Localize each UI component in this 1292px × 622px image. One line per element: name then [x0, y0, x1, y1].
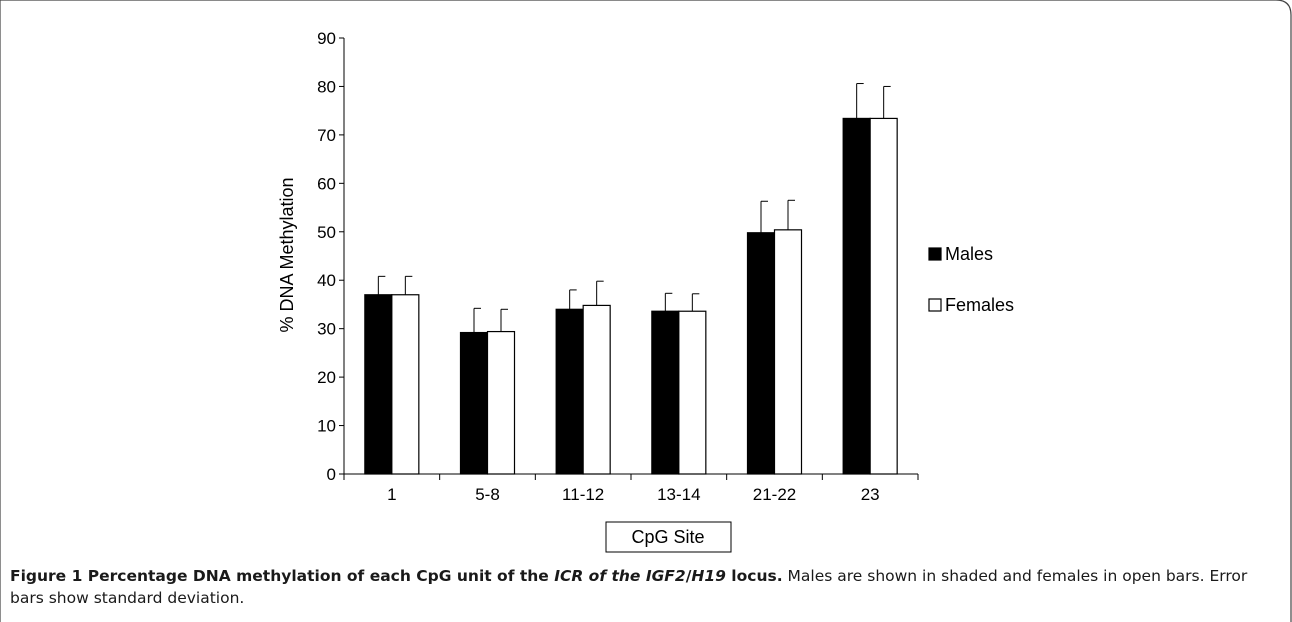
y-tick-label: 50: [317, 223, 336, 242]
caption-title-end: locus.: [725, 567, 783, 585]
y-axis-label: % DNA Methylation: [277, 177, 297, 332]
bar-males-1: [364, 294, 393, 475]
legend-swatch-males: [928, 247, 942, 261]
chart-error-bars: [377, 83, 891, 333]
bar-females-1: [391, 294, 420, 475]
x-axis-label: CpG Site: [631, 527, 704, 547]
bar-chart: 1 5-8 11-12 13-14 21-22 23 0 10 20 30 40 50 60 70 80 9…: [277, 29, 1014, 553]
caption-body: Males are shown in shaded and females in…: [10, 567, 1248, 607]
y-tick-label: 70: [317, 126, 336, 145]
x-tick-label: 1: [387, 485, 396, 504]
y-tick-labels: 0 10 20 30 40 50 60 70 80 90: [317, 29, 336, 484]
legend-label-males: Males: [945, 244, 993, 264]
bar-females-21-22: [773, 229, 803, 475]
bar-males-11-12: [555, 308, 584, 475]
figure-caption: Figure 1 Percentage DNA methylation of e…: [10, 565, 1282, 609]
bar-males-5-8: [459, 331, 489, 475]
y-tick-label: 90: [317, 29, 336, 48]
y-tick-label: 20: [317, 368, 336, 387]
caption-title: Figure 1 Percentage DNA methylation of e…: [10, 567, 783, 585]
y-tick-label: 60: [317, 174, 336, 193]
caption-title-start: Figure 1 Percentage DNA methylation of e…: [10, 567, 555, 585]
bar-females-23: [869, 117, 898, 475]
chart-bars: [364, 117, 898, 475]
bar-males-23: [842, 117, 871, 475]
legend-swatch-females: [928, 298, 942, 312]
chart-axes: [339, 37, 919, 480]
x-tick-label: 13-14: [657, 485, 700, 504]
x-tick-label: 21-22: [753, 485, 796, 504]
legend-label-females: Females: [945, 295, 1014, 315]
y-tick-label: 30: [317, 320, 336, 339]
bar-females-13-14: [678, 310, 707, 475]
x-tick-label: 11-12: [562, 485, 604, 504]
y-tick-label: 80: [317, 77, 336, 96]
bar-males-13-14: [651, 310, 680, 475]
y-tick-label: 40: [317, 271, 336, 290]
x-tick-labels: 1 5-8 11-12 13-14 21-22 23: [387, 485, 880, 504]
chart-legend: Males Females: [928, 244, 1014, 315]
bar-males-21-22: [746, 232, 776, 475]
y-tick-label: 0: [327, 465, 336, 484]
caption-title-italic-2: H19: [691, 567, 726, 585]
caption-title-italic: ICR of the IGF2: [554, 567, 686, 585]
x-axis-label-box: [605, 521, 732, 553]
caption-title-slash: /: [685, 567, 692, 585]
x-tick-label: 5-8: [475, 485, 500, 504]
y-tick-label: 10: [317, 417, 336, 436]
bar-females-11-12: [582, 304, 611, 475]
bar-females-5-8: [486, 330, 516, 475]
x-tick-label: 23: [861, 485, 880, 504]
